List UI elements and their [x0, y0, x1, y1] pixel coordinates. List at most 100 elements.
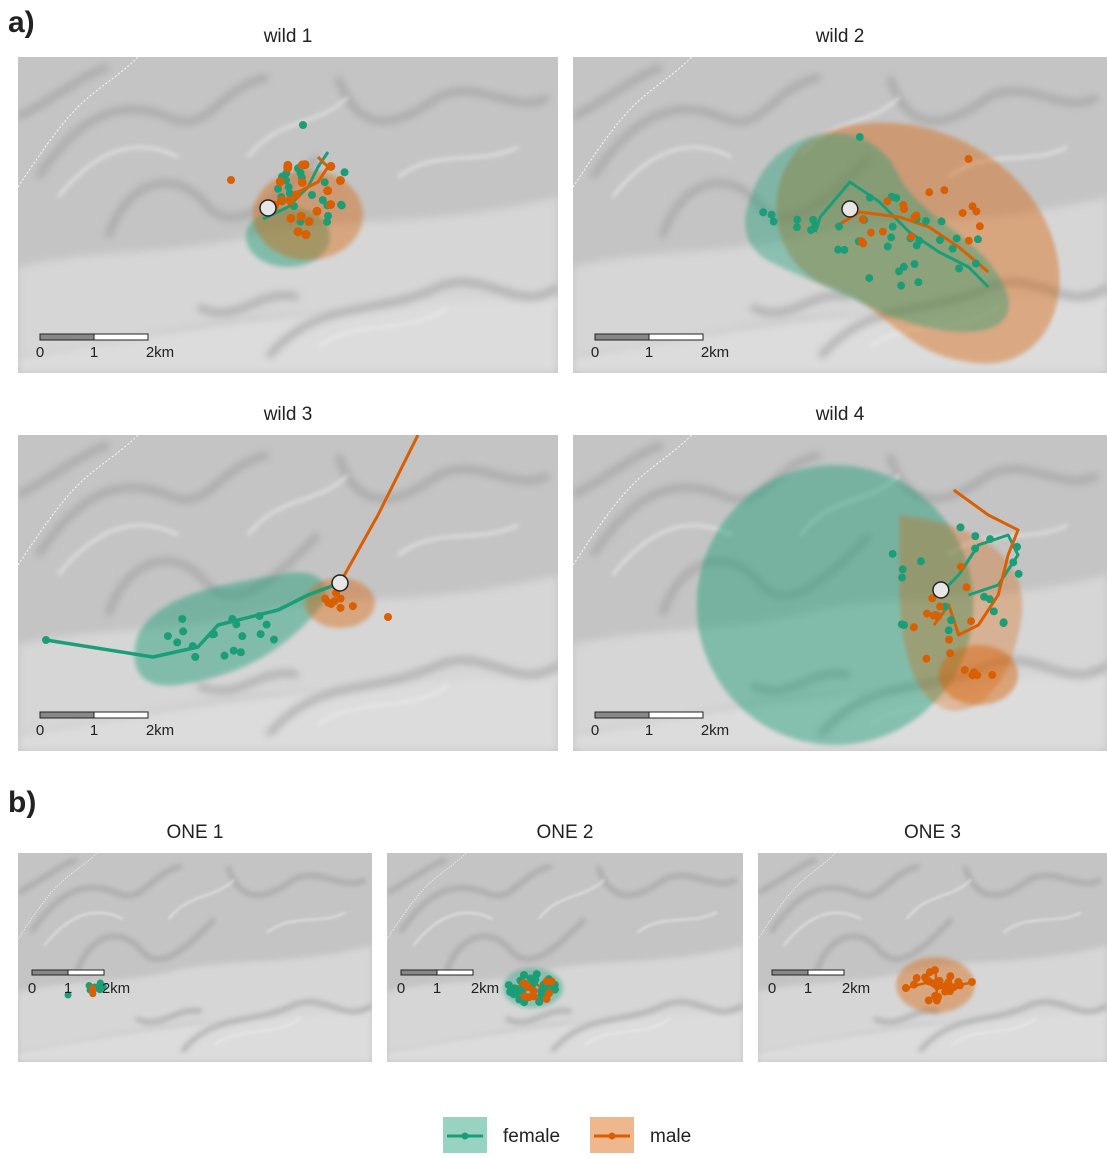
location-point [866, 194, 874, 202]
location-point [976, 222, 984, 230]
location-point [42, 636, 50, 644]
legend-label: female [503, 1126, 560, 1147]
location-point [299, 121, 307, 129]
location-point [968, 978, 976, 986]
location-point [807, 226, 815, 234]
scale-label: 0 [768, 980, 776, 997]
location-point [936, 236, 944, 244]
location-point [900, 205, 908, 213]
panel-title: wild 2 [815, 26, 865, 47]
location-point [954, 978, 962, 986]
scale-bar [401, 970, 437, 975]
location-point [946, 972, 954, 980]
location-point [980, 593, 988, 601]
section-label: a) [8, 6, 35, 39]
scale-bar [94, 334, 148, 340]
scale-bar [595, 334, 649, 340]
location-point [793, 216, 801, 224]
scale-label: 2km [471, 980, 499, 997]
location-point [917, 557, 925, 565]
location-point [925, 996, 933, 1004]
panel-title: ONE 1 [166, 822, 223, 843]
release-site [933, 582, 949, 598]
figure: a)b)wild 1012kmwild 2012kmwild 3012kmwil… [0, 0, 1107, 1153]
location-point [913, 974, 921, 982]
location-point [793, 223, 801, 231]
location-point [892, 194, 900, 202]
scale-label: 2km [701, 722, 729, 739]
scale-label: 2km [842, 980, 870, 997]
location-point [208, 630, 216, 638]
section-label: b) [8, 786, 36, 819]
location-point [257, 630, 265, 638]
location-point [879, 228, 887, 236]
location-point [770, 218, 778, 226]
scale-label: 2km [146, 344, 174, 361]
location-point [840, 246, 848, 254]
scale-bar [808, 970, 844, 975]
location-point [326, 200, 335, 209]
scale-label: 0 [591, 722, 599, 739]
scale-bar [32, 970, 68, 975]
location-point [926, 968, 934, 976]
location-point [859, 215, 867, 223]
legend-key [609, 1133, 616, 1140]
location-point [286, 214, 295, 223]
location-point [179, 627, 187, 635]
location-point [965, 155, 973, 163]
release-site [260, 200, 276, 216]
location-point [936, 603, 944, 611]
location-point [910, 623, 918, 631]
location-point [922, 217, 930, 225]
location-point [543, 977, 551, 985]
location-point [971, 532, 979, 540]
location-point [276, 177, 285, 186]
scale-bar [649, 712, 703, 718]
location-point [308, 191, 316, 199]
location-point [768, 211, 776, 219]
location-point [953, 234, 961, 242]
location-point [238, 632, 246, 640]
location-point [974, 235, 982, 243]
location-point [297, 212, 306, 221]
location-point [867, 229, 875, 237]
location-point [946, 649, 954, 657]
location-point [164, 632, 172, 640]
location-point [940, 186, 948, 194]
scale-label: 1 [804, 980, 812, 997]
location-point [1000, 618, 1008, 626]
location-point [911, 260, 919, 268]
map-panel [387, 853, 743, 1062]
location-point [220, 652, 228, 660]
location-point [899, 565, 907, 573]
location-point [191, 653, 199, 661]
location-point [545, 989, 553, 997]
location-point [961, 666, 969, 674]
scale-label: 0 [591, 344, 599, 361]
scale-label: 1 [645, 344, 653, 361]
location-point [949, 245, 957, 253]
panel-title: wild 3 [263, 404, 313, 425]
location-point [967, 617, 975, 625]
location-point [912, 211, 920, 219]
location-point [759, 208, 767, 216]
scale-label: 1 [90, 344, 98, 361]
location-point [178, 615, 186, 623]
location-point [925, 188, 933, 196]
location-point [914, 278, 922, 286]
panel-title: ONE 2 [536, 822, 593, 843]
location-point [173, 638, 181, 646]
location-point [941, 988, 949, 996]
scale-label: 1 [433, 980, 441, 997]
location-point [922, 655, 930, 663]
map-panel [758, 853, 1107, 1062]
location-point [189, 642, 197, 650]
scale-label: 1 [645, 722, 653, 739]
panel-title: wild 4 [815, 404, 865, 425]
scale-label: 1 [90, 722, 98, 739]
location-point [338, 201, 346, 209]
location-point [809, 216, 817, 224]
location-point [938, 217, 946, 225]
location-point [298, 160, 307, 169]
tracks [503, 968, 563, 1008]
